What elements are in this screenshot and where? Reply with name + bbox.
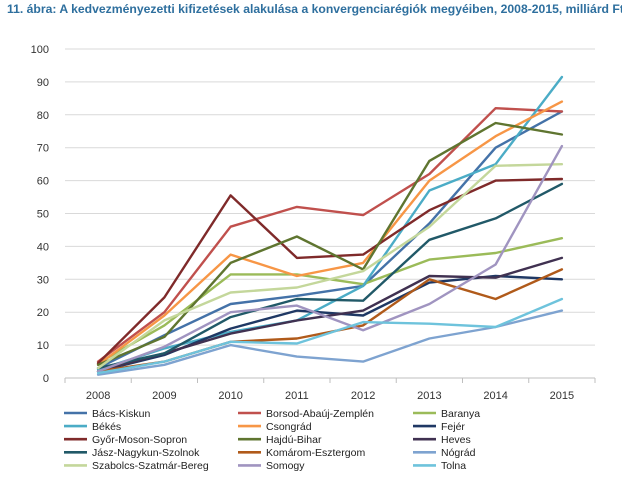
- series-line-7: [96, 177, 564, 365]
- legend-label: Csongrád: [266, 421, 312, 433]
- legend-label: Tolna: [441, 460, 466, 472]
- series-lines: [96, 75, 564, 376]
- legend-label: Hajdú-Bihar: [266, 434, 322, 446]
- legend-label: Békés: [92, 421, 121, 433]
- series-line-15: [96, 297, 564, 375]
- series-line-12: [96, 309, 564, 376]
- series-line-10: [96, 182, 564, 370]
- series-line-13: [96, 162, 564, 370]
- legend-label: Nógrád: [441, 447, 476, 459]
- y-tick-label: 80: [37, 110, 49, 122]
- x-tick-label: 2008: [86, 390, 110, 402]
- legend-label: Fejér: [441, 421, 465, 433]
- x-tick-label: 2015: [550, 390, 574, 402]
- x-tick-label: 2010: [218, 390, 242, 402]
- y-tick-label: 100: [31, 44, 49, 56]
- x-tick-label: 2012: [351, 390, 375, 402]
- legend-label: Baranya: [441, 408, 480, 420]
- y-tick-label: 30: [37, 274, 49, 286]
- legend-label: Jász-Nagykun-Szolnok: [92, 447, 200, 459]
- series-line-4: [96, 75, 564, 371]
- y-tick-label: 0: [43, 373, 49, 385]
- y-tick-label: 90: [37, 77, 49, 89]
- series-line-8: [96, 121, 564, 366]
- legend-label: Somogy: [266, 460, 305, 472]
- legend-label: Győr-Moson-Sopron: [92, 434, 187, 446]
- series-line-11: [96, 268, 564, 373]
- legend: Bács-Kiskun Borsod-Abaúj-Zemplén Baranya Bé…: [64, 408, 480, 472]
- y-tick-label: 10: [37, 340, 49, 352]
- x-tick-label: 2014: [483, 390, 507, 402]
- chart-title: 11. ábra: A kedvezményezetti kifizetések…: [7, 2, 622, 16]
- legend-label: Heves: [441, 434, 471, 446]
- legend-label: Bács-Kiskun: [92, 408, 151, 420]
- series-line-14: [96, 144, 564, 373]
- y-tick-label: 50: [37, 209, 49, 221]
- axes: 0 10 20 30 40 50 60 70 80 90 100 2008 2009 2010 2011 20…: [31, 44, 596, 402]
- legend-label: Szabolcs-Szatmár-Bereg: [92, 460, 209, 472]
- legend-label: Borsod-Abaúj-Zemplén: [266, 408, 374, 420]
- series-line-9: [96, 256, 564, 373]
- x-tick-label: 2011: [285, 390, 309, 402]
- legend-label: Komárom-Esztergom: [266, 447, 365, 459]
- y-tick-label: 20: [37, 307, 49, 319]
- series-line-1: [96, 110, 564, 370]
- series-line-5: [96, 100, 564, 366]
- y-tick-label: 60: [37, 176, 49, 188]
- series-line-2: [96, 106, 564, 363]
- x-tick-label: 2009: [152, 390, 176, 402]
- y-tick-label: 40: [37, 241, 49, 253]
- y-tick-label: 70: [37, 143, 49, 155]
- x-tick-label: 2013: [417, 390, 441, 402]
